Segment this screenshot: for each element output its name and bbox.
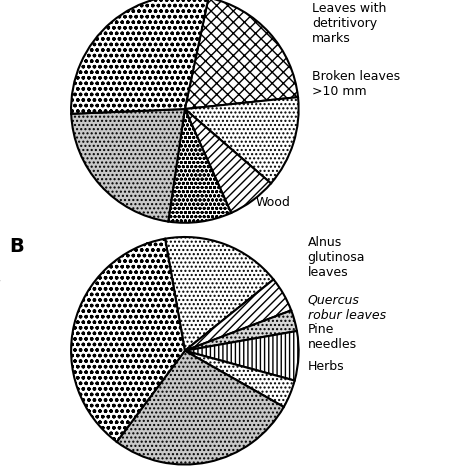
Wedge shape xyxy=(185,0,298,109)
Text: Broken leaves
>10 mm: Broken leaves >10 mm xyxy=(312,70,401,98)
Wedge shape xyxy=(71,239,185,442)
Text: Leaves with
detritivory
marks: Leaves with detritivory marks xyxy=(312,2,387,45)
Wedge shape xyxy=(185,331,299,381)
Wedge shape xyxy=(185,310,297,351)
Wedge shape xyxy=(185,97,299,183)
Wedge shape xyxy=(165,237,273,351)
Text: Wood: Wood xyxy=(255,196,290,209)
Text: Alnus
glutinosa
leaves: Alnus glutinosa leaves xyxy=(308,236,365,279)
Wedge shape xyxy=(185,351,295,407)
Wedge shape xyxy=(71,109,185,221)
Wedge shape xyxy=(185,109,271,213)
Text: B: B xyxy=(9,237,24,256)
Wedge shape xyxy=(168,109,231,223)
Text: Fruits and
seeds: Fruits and seeds xyxy=(145,241,207,269)
Text: Pine
needles: Pine needles xyxy=(308,323,357,351)
Text: Quercus
robur leaves: Quercus robur leaves xyxy=(308,293,386,321)
Wedge shape xyxy=(185,280,291,351)
Text: Herbs: Herbs xyxy=(308,360,344,373)
Wedge shape xyxy=(117,351,284,465)
Wedge shape xyxy=(71,0,209,114)
